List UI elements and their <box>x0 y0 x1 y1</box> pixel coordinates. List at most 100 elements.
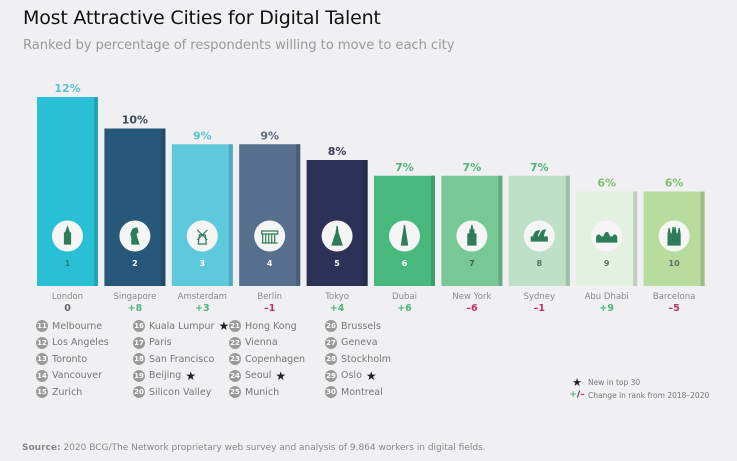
city-name: Zurich <box>52 386 83 398</box>
city-name: Copenhagen <box>245 353 306 365</box>
bar-amsterdam <box>171 144 233 286</box>
merlion-icon <box>130 227 140 245</box>
list-item: 28 Stockholm <box>325 352 391 366</box>
list-item: 22 Vienna <box>229 336 278 350</box>
rank-badge: 23 <box>229 353 241 365</box>
star-icon: ★ <box>275 368 287 383</box>
city-name: Munich <box>245 386 280 398</box>
rank-badge: 30 <box>325 386 337 398</box>
city-name: Vancouver <box>52 370 103 381</box>
bar-edge <box>161 128 166 286</box>
city-name: Los Angeles <box>52 337 109 348</box>
city-name: Toronto <box>52 353 88 365</box>
city-name: Beijing <box>149 370 182 381</box>
list-item: 29 Oslo ★ <box>325 369 377 383</box>
rank-change: +9 <box>599 303 614 314</box>
bar-singapore <box>104 128 166 286</box>
city-name: San Francisco <box>149 353 215 365</box>
opera-house-icon <box>530 229 548 242</box>
slash-symbol: / <box>576 390 581 400</box>
city-label: Abu Dhabi <box>585 292 629 302</box>
bar-berlin <box>239 144 301 286</box>
bar-edge <box>94 97 98 286</box>
list-item: 17 Paris <box>133 336 172 350</box>
value-label: 6% <box>665 177 684 190</box>
rank-change: –1 <box>264 303 275 314</box>
bar-edge <box>363 160 368 286</box>
value-label: 9% <box>260 129 279 142</box>
rank-badge: 22 <box>229 336 241 349</box>
rank-change: +6 <box>397 303 412 314</box>
city-name: Montreal <box>341 386 383 398</box>
rank-change: –5 <box>668 303 679 314</box>
list-item: 26 Brussels <box>325 319 381 333</box>
city-name: Brussels <box>341 320 381 332</box>
tokyo-tower-icon <box>331 225 343 246</box>
bar-edge <box>296 144 301 286</box>
list-item: 30 Montreal <box>325 385 383 399</box>
value-label: 7% <box>395 161 414 174</box>
bar-edge <box>498 175 503 286</box>
rank-badge: 16 <box>133 320 145 332</box>
bar-edge <box>431 175 435 286</box>
chart-title: Most Attractive Cities for Digital Talen… <box>23 7 381 29</box>
city-label: Berlin <box>257 292 282 302</box>
list-item: 21 Hong Kong <box>229 319 297 333</box>
list-item: 19 Beijing ★ <box>133 369 196 383</box>
windmill-icon <box>196 229 208 245</box>
rank-badge: 19 <box>133 369 145 382</box>
value-label: 6% <box>597 177 616 190</box>
bar-edge <box>565 175 570 286</box>
city-label: Amsterdam <box>178 292 227 302</box>
city-name: Paris <box>149 337 172 348</box>
list-item: 13 Toronto <box>36 352 87 366</box>
city-name: Silicon Valley <box>149 386 212 398</box>
rank-change: +8 <box>128 303 143 314</box>
bar-edge <box>228 144 233 286</box>
rank-number: 8 <box>537 259 543 268</box>
city-name: Vienna <box>245 337 278 348</box>
burj-khalifa-icon <box>400 224 409 246</box>
list-item: 25 Munich <box>229 385 279 399</box>
value-label: 8% <box>328 145 347 158</box>
list-item: 23 Copenhagen <box>229 352 305 366</box>
rank-badge: 24 <box>229 369 241 382</box>
list-item: 14 Vancouver <box>36 369 102 383</box>
rank-badge: 13 <box>36 353 48 365</box>
minus-symbol: – <box>580 390 585 400</box>
brandenburg-gate-icon <box>261 230 279 244</box>
city-label: Barcelona <box>653 292 695 302</box>
rank-change: 0 <box>64 303 71 314</box>
rank-number: 2 <box>132 259 138 268</box>
bar-edge <box>633 191 638 286</box>
city-label: Dubai <box>392 292 417 302</box>
city-name: Seoul <box>245 370 272 381</box>
value-label: 10% <box>122 114 148 127</box>
rank-badge: 27 <box>325 336 337 349</box>
list-item: 15 Zurich <box>36 385 82 399</box>
city-label: Tokyo <box>324 292 349 302</box>
city-label: New York <box>452 292 491 302</box>
value-label: 7% <box>463 161 482 174</box>
city-name: Kuala Lumpur <box>149 320 215 332</box>
source-text: 2020 BCG/The Network proprietary web sur… <box>60 443 486 453</box>
rank-number: 3 <box>200 259 206 268</box>
star-icon: ★ <box>572 376 582 389</box>
city-name: Stockholm <box>341 353 392 365</box>
rank-number: 1 <box>65 259 71 268</box>
big-ben-icon <box>63 225 72 245</box>
empire-state-icon <box>467 224 477 246</box>
key-change: +/– Change in rank from 2018–2020 <box>566 390 709 400</box>
star-icon: ★ <box>365 368 377 383</box>
rank-number: 6 <box>402 259 408 268</box>
city-name: Oslo <box>341 370 362 381</box>
rank-badge: 18 <box>133 353 145 365</box>
rank-number: 10 <box>669 259 681 268</box>
rank-change: –6 <box>466 303 478 314</box>
rank-badge: 11 <box>36 320 48 332</box>
rank-badge: 17 <box>133 336 145 349</box>
rank-badge: 29 <box>325 369 337 382</box>
icon-circle <box>186 220 218 252</box>
rank-badge: 28 <box>325 353 337 365</box>
